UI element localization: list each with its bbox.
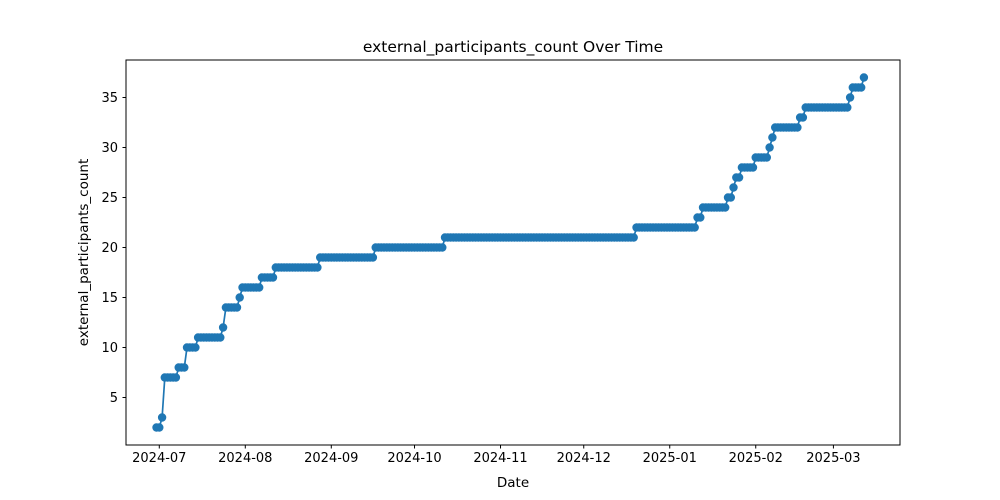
data-series — [152, 73, 869, 432]
y-tick-label: 10 — [101, 341, 118, 356]
data-point — [629, 233, 638, 242]
chart-title: external_participants_count Over Time — [363, 38, 663, 57]
y-tick-label: 20 — [101, 241, 118, 256]
y-axis-label: external_participants_count — [76, 159, 92, 346]
x-tick-label: 2025-01 — [643, 451, 697, 466]
x-tick-label: 2024-11 — [473, 451, 527, 466]
data-point — [859, 73, 869, 82]
data-point — [734, 173, 744, 182]
plot-frame — [125, 59, 901, 446]
x-axis-ticks: 2024-07 2024-08 2024-09 2024-10 2024-11 2024-… — [132, 445, 861, 466]
series-line — [156, 77, 865, 429]
data-point — [218, 323, 228, 332]
data-point — [726, 193, 735, 202]
data-point — [268, 273, 278, 282]
data-point — [232, 303, 242, 312]
data-point — [216, 333, 225, 342]
data-point — [191, 343, 200, 352]
y-tick-label: 25 — [101, 191, 118, 206]
y-tick-label: 5 — [110, 391, 118, 406]
x-tick-label: 2024-12 — [557, 451, 611, 466]
y-tick-label: 30 — [101, 141, 118, 156]
data-point — [721, 203, 730, 212]
x-axis-label: Date — [497, 475, 529, 491]
data-point — [768, 133, 777, 142]
y-tick-label: 15 — [101, 291, 118, 306]
data-point — [798, 113, 808, 122]
data-point — [155, 423, 164, 432]
data-point — [793, 123, 802, 132]
data-point — [313, 263, 322, 272]
data-point — [690, 223, 699, 232]
data-point — [368, 253, 378, 262]
x-tick-label: 2025-03 — [806, 451, 860, 466]
data-point — [845, 93, 855, 102]
x-tick-label: 2024-07 — [132, 451, 186, 466]
x-tick-label: 2025-02 — [729, 451, 783, 466]
data-point — [255, 283, 264, 292]
data-point — [762, 153, 771, 162]
data-point — [171, 373, 181, 382]
y-axis-ticks: 5 10 15 20 25 30 35 — [101, 91, 126, 406]
data-point — [765, 143, 774, 152]
data-point — [157, 413, 167, 422]
data-point — [748, 163, 758, 172]
x-tick-label: 2024-10 — [387, 451, 441, 466]
data-point — [729, 183, 738, 192]
data-point — [696, 213, 705, 222]
x-tick-label: 2024-08 — [218, 451, 272, 466]
data-point — [857, 83, 866, 92]
data-point — [843, 103, 852, 112]
data-point — [235, 293, 244, 302]
data-point — [180, 363, 189, 372]
y-tick-label: 35 — [101, 91, 118, 106]
x-tick-label: 2024-09 — [304, 451, 358, 466]
data-point — [438, 243, 447, 252]
